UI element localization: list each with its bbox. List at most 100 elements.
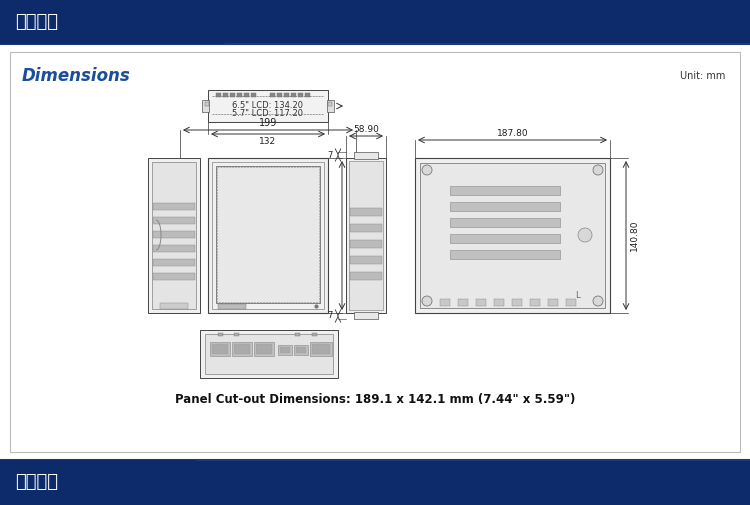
Bar — [208, 90, 328, 122]
Bar — [256, 344, 272, 354]
Bar — [280, 347, 290, 353]
Bar — [450, 202, 560, 211]
Bar — [210, 342, 230, 356]
Bar — [202, 100, 209, 112]
Bar — [458, 299, 468, 306]
Polygon shape — [0, 0, 225, 44]
Bar — [251, 93, 256, 97]
Bar — [278, 345, 292, 355]
Bar — [494, 299, 504, 306]
Bar — [305, 93, 310, 97]
Bar — [208, 158, 328, 313]
Bar — [295, 333, 300, 336]
Bar — [205, 334, 333, 374]
Bar — [346, 158, 386, 313]
Bar — [291, 93, 296, 97]
Bar — [349, 161, 383, 310]
Text: 6.5" LCD: 101.10: 6.5" LCD: 101.10 — [360, 203, 369, 268]
Bar — [218, 304, 246, 309]
Text: 产品参数: 产品参数 — [15, 13, 58, 31]
Circle shape — [422, 296, 432, 306]
Bar — [548, 299, 558, 306]
Polygon shape — [0, 460, 225, 505]
Bar — [450, 250, 560, 259]
Circle shape — [593, 165, 603, 175]
Bar — [0, 0, 750, 44]
Bar — [277, 93, 282, 97]
Bar — [216, 166, 320, 303]
Bar — [232, 342, 252, 356]
Bar — [152, 162, 196, 309]
Text: 7: 7 — [328, 150, 333, 160]
Text: Panel Cut-out Dimensions: 189.1 x 142.1 mm (7.44" x 5.59"): Panel Cut-out Dimensions: 189.1 x 142.1 … — [175, 393, 575, 407]
Text: L: L — [575, 290, 580, 299]
Bar — [530, 299, 540, 306]
Text: 6.5" LCD: 134.20: 6.5" LCD: 134.20 — [232, 102, 304, 111]
Text: Unit: mm: Unit: mm — [680, 71, 725, 81]
Text: Dimensions: Dimensions — [22, 67, 130, 85]
Circle shape — [578, 228, 592, 242]
Bar — [294, 345, 308, 355]
Bar — [440, 299, 450, 306]
Bar — [10, 52, 740, 452]
Bar — [420, 163, 605, 308]
Bar — [212, 162, 324, 309]
Text: 152: 152 — [346, 231, 363, 240]
Text: 199: 199 — [259, 118, 278, 128]
Text: 5.7" LCD: 117.20: 5.7" LCD: 117.20 — [232, 110, 304, 119]
Bar — [230, 93, 235, 97]
Bar — [284, 93, 289, 97]
Bar — [153, 203, 195, 210]
Bar — [328, 102, 332, 106]
Bar — [217, 167, 319, 302]
Text: 58.90: 58.90 — [353, 125, 379, 133]
Bar — [254, 342, 274, 356]
Text: 132: 132 — [260, 136, 277, 145]
Bar — [237, 93, 242, 97]
Bar — [415, 158, 610, 313]
Bar — [270, 93, 275, 97]
Bar — [354, 152, 378, 159]
Bar — [160, 303, 188, 309]
Bar — [218, 333, 223, 336]
Bar — [148, 158, 200, 313]
Bar — [212, 344, 228, 354]
Text: 7: 7 — [328, 312, 333, 321]
Bar — [350, 208, 382, 216]
Bar — [476, 299, 486, 306]
Bar — [216, 93, 221, 97]
Bar — [244, 93, 249, 97]
Bar — [153, 231, 195, 238]
Bar — [0, 460, 750, 505]
Bar — [312, 333, 317, 336]
Bar — [200, 330, 338, 378]
Text: 140.80: 140.80 — [630, 220, 639, 251]
Circle shape — [422, 165, 432, 175]
Bar — [450, 234, 560, 243]
Bar — [298, 93, 303, 97]
Bar — [350, 240, 382, 248]
Bar — [350, 224, 382, 232]
Bar — [153, 259, 195, 266]
Bar — [350, 256, 382, 264]
Bar — [354, 312, 378, 319]
Bar — [153, 245, 195, 252]
Text: 5.7" LCD: 88.40: 5.7" LCD: 88.40 — [352, 206, 361, 266]
Bar — [566, 299, 576, 306]
Bar — [296, 347, 306, 353]
Bar — [153, 273, 195, 280]
Text: 产品配置: 产品配置 — [15, 473, 58, 491]
Bar — [512, 299, 522, 306]
Bar — [350, 272, 382, 280]
Bar — [205, 102, 209, 106]
Bar — [153, 217, 195, 224]
Text: 187.80: 187.80 — [496, 128, 528, 137]
Bar — [327, 100, 334, 112]
Bar — [450, 186, 560, 195]
Bar — [234, 333, 239, 336]
Bar — [312, 344, 330, 354]
Bar — [234, 344, 250, 354]
Circle shape — [593, 296, 603, 306]
Bar — [223, 93, 228, 97]
Bar — [310, 342, 332, 356]
